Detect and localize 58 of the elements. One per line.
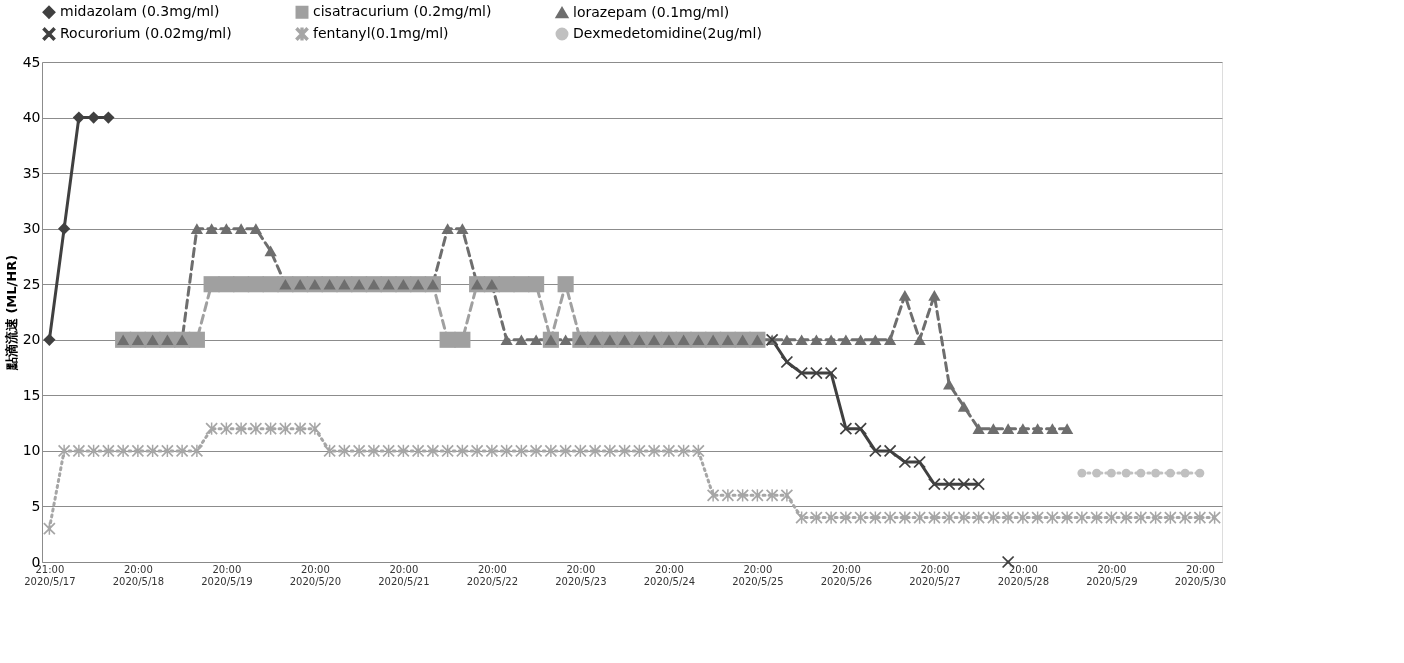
point — [1151, 468, 1161, 478]
point — [58, 222, 71, 235]
point — [1077, 468, 1087, 478]
legend-label: midazolam (0.3mg/ml) — [60, 3, 220, 20]
point — [1180, 468, 1190, 478]
x-tick-label: 20:00 2020/5/24 — [643, 563, 696, 587]
y-tick-label: 10 — [22, 442, 41, 459]
point — [1092, 468, 1102, 478]
point — [854, 422, 867, 435]
point — [233, 276, 250, 293]
x-tick-label: 20:00 2020/5/25 — [732, 563, 784, 587]
point — [1165, 468, 1175, 478]
legend-label: cisatracurium (0.2mg/ml) — [313, 3, 492, 20]
y-tick-label: 30 — [22, 220, 41, 237]
x-tick-label: 20:00 2020/5/23 — [555, 563, 607, 587]
y-axis-title: 點滴流速 (ML/HR) — [3, 254, 19, 372]
x-tick-label: 20:00 2020/5/27 — [909, 563, 961, 587]
point — [928, 478, 941, 491]
point — [72, 111, 85, 124]
point — [557, 276, 574, 293]
y-tick-label: 15 — [22, 386, 41, 403]
point — [1121, 468, 1131, 478]
x-tick-label: 20:00 2020/5/26 — [820, 563, 873, 587]
x-tick-label: 20:00 2020/5/20 — [289, 563, 342, 587]
point — [943, 478, 956, 491]
y-tick-label: 5 — [31, 497, 41, 514]
legend-label: Dexmedetomidine(2ug/ml) — [573, 25, 762, 41]
point — [898, 455, 911, 469]
y-tick-label: 20 — [22, 331, 41, 348]
point — [43, 333, 56, 346]
x-tick-label: 20:00 2020/5/19 — [201, 563, 253, 587]
legend-label: lorazepam (0.1mg/ml) — [573, 3, 730, 20]
x-tick-label: 20:00 2020/5/28 — [997, 563, 1050, 587]
point — [957, 478, 970, 491]
point — [188, 331, 205, 348]
legend-label: Rocurorium (0.02mg/ml) — [60, 25, 232, 41]
point — [247, 276, 264, 293]
point — [528, 276, 545, 293]
point — [825, 366, 838, 380]
x-tick-label: 20:00 2020/5/21 — [378, 563, 430, 587]
point — [454, 331, 471, 348]
y-tick-label: 35 — [22, 164, 41, 181]
point — [780, 355, 793, 369]
x-tick-label: 20:00 2020/5/22 — [466, 563, 519, 587]
x-tick-label: 20:00 2020/5/18 — [112, 563, 165, 587]
x-tick-label: 20:00 2020/5/29 — [1086, 563, 1138, 587]
y-tick-label: 45 — [22, 53, 41, 70]
point — [839, 422, 852, 435]
point — [1136, 468, 1146, 478]
legend-label: fentanyl(0.1mg/ml) — [313, 25, 449, 41]
x-tick-label: 20:00 2020/5/30 — [1174, 563, 1227, 587]
point — [884, 444, 897, 458]
point — [1195, 468, 1205, 478]
point — [1106, 468, 1116, 478]
point — [102, 111, 115, 124]
point — [972, 478, 985, 491]
y-tick-label: 40 — [22, 109, 41, 126]
y-tick-label: 25 — [22, 275, 41, 292]
